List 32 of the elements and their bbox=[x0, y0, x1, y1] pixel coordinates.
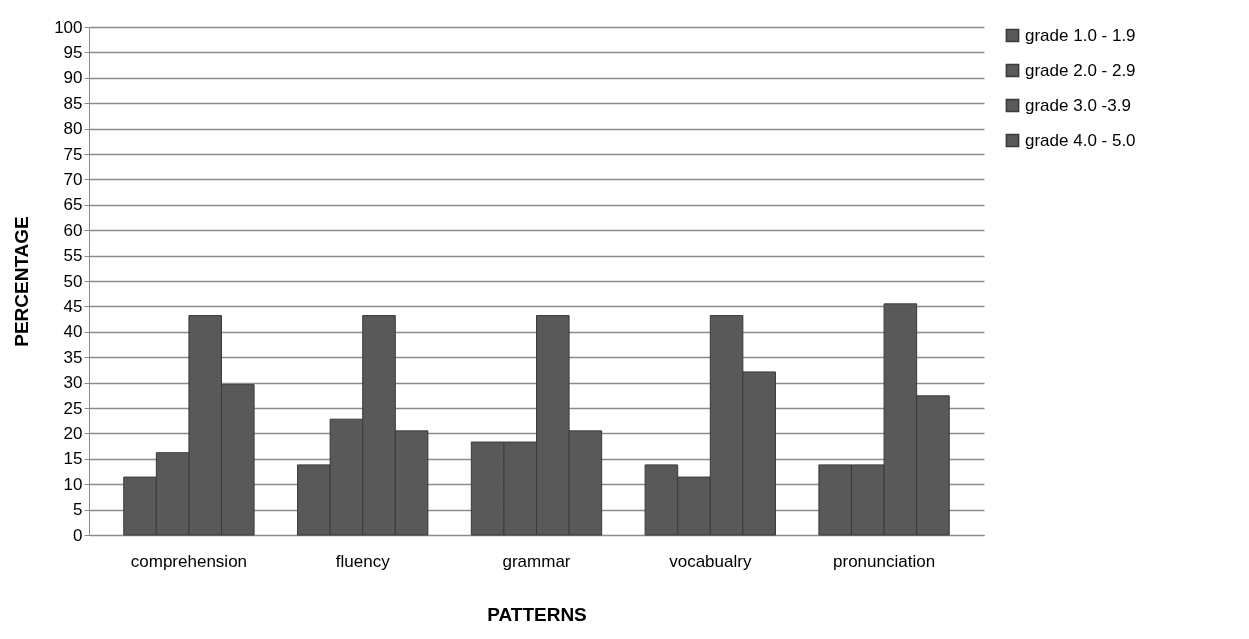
y-tick-label: 80 bbox=[63, 119, 83, 139]
x-axis-title: PATTERNS bbox=[487, 603, 587, 625]
y-tick-label: 30 bbox=[63, 373, 83, 393]
y-tick-label: 90 bbox=[63, 68, 83, 88]
x-tick-label: comprehension bbox=[130, 551, 248, 571]
y-tick-label: 100 bbox=[54, 17, 83, 37]
legend-label: grade 3.0 -3.9 bbox=[1025, 95, 1131, 115]
x-tick-label: grammar bbox=[502, 551, 571, 571]
x-tick-label: fluency bbox=[335, 551, 391, 571]
y-tick-label: 20 bbox=[63, 423, 83, 443]
y-tick-label: 35 bbox=[63, 347, 83, 367]
y-tick-label: 10 bbox=[63, 474, 83, 494]
y-tick-label: 40 bbox=[63, 322, 83, 342]
y-tick-label: 15 bbox=[63, 449, 83, 469]
legend-label: grade 1.0 - 1.9 bbox=[1025, 25, 1136, 45]
legend-label: grade 2.0 - 2.9 bbox=[1025, 60, 1136, 80]
y-tick-label: 65 bbox=[63, 195, 83, 215]
y-tick-label: 60 bbox=[63, 220, 83, 240]
y-axis-title: PERCENTAGE bbox=[11, 216, 33, 347]
x-tick-label: pronunciation bbox=[833, 551, 936, 571]
y-tick-label: 95 bbox=[63, 42, 83, 62]
y-tick-label: 45 bbox=[63, 296, 83, 316]
y-tick-label: 0 bbox=[73, 525, 83, 545]
y-tick-label: 70 bbox=[63, 169, 83, 189]
y-tick-label: 85 bbox=[63, 93, 83, 113]
y-tick-label: 5 bbox=[73, 500, 83, 520]
x-tick-label: vocabualry bbox=[669, 551, 752, 571]
y-tick-label: 25 bbox=[63, 398, 83, 418]
legend-label: grade 4.0 - 5.0 bbox=[1025, 130, 1136, 150]
y-tick-label: 75 bbox=[63, 144, 83, 164]
y-tick-label: 50 bbox=[63, 271, 83, 291]
y-tick-label: 55 bbox=[63, 246, 83, 266]
